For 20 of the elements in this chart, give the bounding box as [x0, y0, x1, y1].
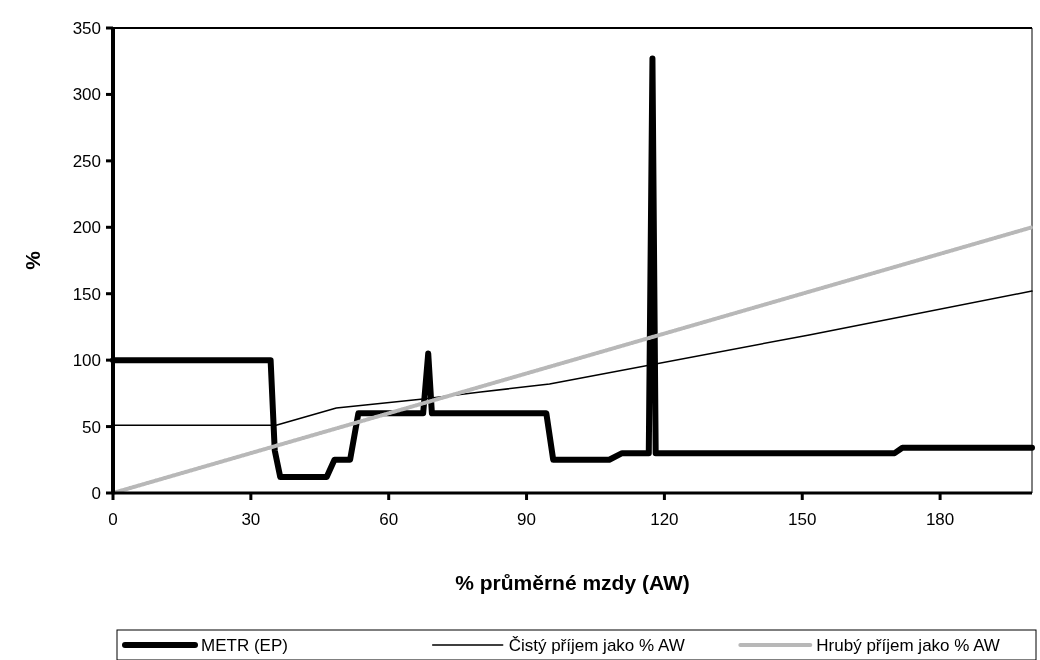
- x-tick-label: 60: [379, 510, 399, 529]
- y-tick-label: 350: [72, 18, 101, 38]
- y-tick-label: 300: [72, 85, 101, 105]
- x-tick-label: 150: [788, 510, 817, 529]
- y-tick-label: 200: [72, 218, 101, 238]
- legend-label: Hrubý příjem jako % AW: [816, 635, 1000, 655]
- y-tick-label: 100: [72, 351, 101, 371]
- x-tick-label: 0: [108, 510, 118, 529]
- x-tick-label: 30: [241, 510, 261, 529]
- x-tick-label: 90: [517, 510, 537, 529]
- y-axis-title: %: [21, 250, 44, 270]
- y-tick-label: 0: [91, 483, 101, 503]
- y-tick-label: 50: [82, 417, 101, 437]
- x-axis-title: % průměrné mzdy (AW): [455, 571, 690, 594]
- legend-label: METR (EP): [201, 635, 288, 655]
- y-tick-label: 250: [72, 151, 101, 171]
- x-tick-label: 120: [650, 510, 679, 529]
- legend-label: Čistý příjem jako % AW: [508, 635, 685, 655]
- x-tick-label: 180: [925, 510, 955, 529]
- y-tick-label: 150: [72, 284, 101, 304]
